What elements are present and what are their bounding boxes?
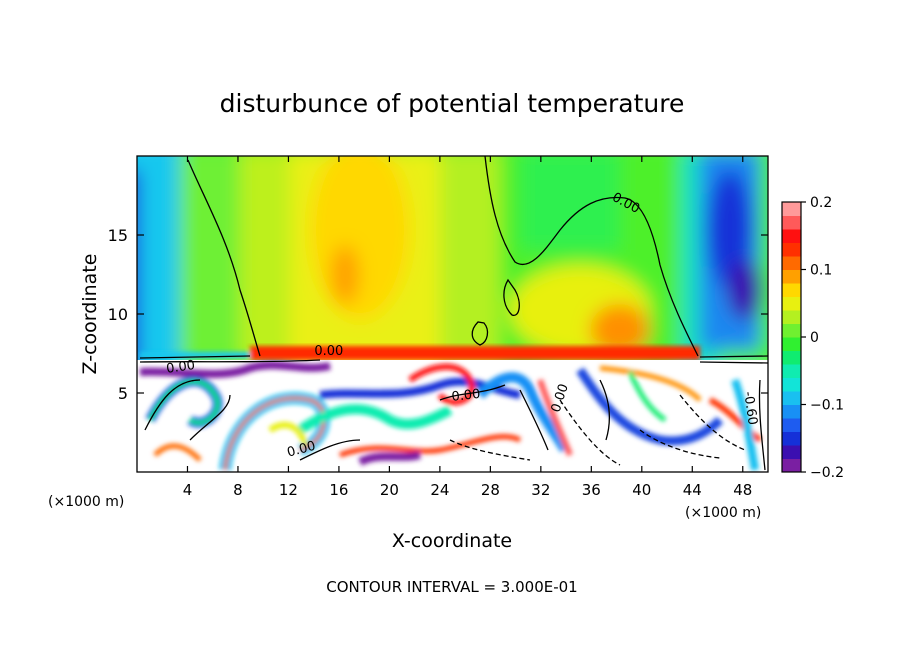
x-axis: 4 8 12 16 20 24 28 32 36 40 44 48 [183,156,752,499]
x-tick-label: 32 [531,481,550,499]
colorbar-swatch [782,229,801,243]
colorbar-swatch [782,431,801,446]
contour-label: 0.00 [451,387,481,405]
x-unit-right: (×1000 m) [685,505,761,521]
x-tick-label: 40 [632,481,651,499]
x-tick-label: 12 [279,481,298,499]
colorbar-swatch [782,404,801,419]
x-tick-label: 20 [380,481,399,499]
colorbar-swatch [782,458,801,473]
contour-interval-note: CONTOUR INTERVAL = 3.000E-01 [326,578,577,596]
colorbar-tick-label: 0.2 [810,195,832,211]
colorbar-swatch [782,310,801,324]
colorbar-tick-label: −0.1 [810,398,844,414]
x-tick-label: 36 [582,481,601,499]
y-axis: 5 10 15 [108,226,768,403]
colorbar-swatch [782,377,801,392]
x-axis-label: X-coordinate [392,530,512,552]
colorbar-swatch [782,202,801,216]
contour-lines [139,156,768,471]
x-unit-left: (×1000 m) [48,494,124,510]
colorbar-swatch [782,350,801,365]
upper-field [137,156,768,380]
x-tick-label: 48 [733,481,752,499]
colorbar-swatch [782,418,801,432]
y-axis-label: Z-coordinate [79,254,101,375]
x-tick-label: 8 [233,481,243,499]
contour-label: -0.60 [740,391,760,426]
colorbar-swatch [782,445,801,459]
lower-field [137,360,768,472]
chart-title: disturbunce of potential temperature [220,89,685,118]
colorbar-swatch [782,391,801,405]
x-tick-label: 24 [430,481,449,499]
colorbar-swatch [782,242,801,257]
colorbar: −0.2 −0.1 0 0.1 0.2 [781,195,844,481]
colorbar-tick-label: 0 [810,330,819,346]
plot-area [137,156,768,472]
colorbar-swatch [782,283,801,297]
y-tick-label: 5 [118,384,128,403]
colorbar-swatch [782,296,801,311]
colorbar-swatch [782,269,801,284]
colorbar-swatch [782,215,801,230]
y-tick-label: 10 [108,305,128,324]
x-tick-label: 4 [183,481,193,499]
colorbar-swatch [782,337,801,351]
colorbar-swatch [782,256,801,270]
contour-label: 0.00 [165,358,196,377]
colorbar-tick-label: 0.1 [810,263,832,279]
interface-layer [140,346,700,360]
x-tick-label: 16 [329,481,348,499]
x-tick-label: 28 [481,481,500,499]
y-tick-label: 15 [108,226,128,245]
x-tick-label: 44 [683,481,702,499]
colorbar-tick-label: −0.2 [810,465,844,481]
contour-label: 0.00 [314,344,343,359]
colorbar-swatch [782,364,801,378]
contour-label: 0.00 [285,439,317,461]
colorbar-swatch [782,323,801,338]
